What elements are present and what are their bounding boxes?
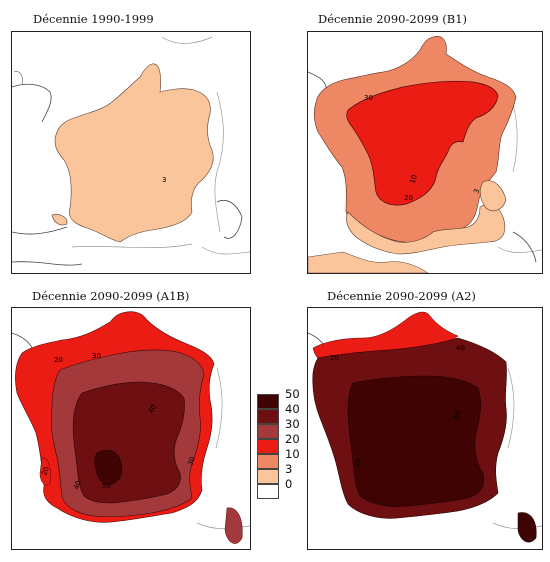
contour-label: 20	[54, 356, 63, 364]
map-frame: 30 20 10 3	[307, 31, 543, 274]
map-svg: 20 40 50 50	[308, 311, 542, 543]
contour-label: 50	[102, 482, 111, 490]
region-50-plus	[347, 375, 485, 507]
map-frame: 20 30 40 40 50 20 30	[11, 307, 251, 550]
contour-label: 40	[456, 344, 465, 352]
legend-label: 50	[285, 387, 300, 401]
contour-label: 20	[40, 466, 51, 477]
contour-label: 50	[352, 458, 363, 469]
legend-label: 3	[285, 462, 293, 476]
legend-label: 20	[285, 432, 300, 446]
contour-label: 20	[330, 354, 339, 362]
map-frame: 20 40 50 50	[307, 307, 543, 550]
region-30-40	[224, 507, 243, 544]
contour-label: 50	[452, 410, 463, 421]
region-20-30	[346, 80, 499, 206]
legend-label: 40	[285, 402, 300, 416]
contour-label: 30	[92, 352, 101, 360]
contour-label: 30	[186, 456, 197, 467]
contour-label: 10	[408, 174, 419, 185]
legend-label: 10	[285, 447, 300, 461]
legend-swatch-30-40	[257, 424, 279, 439]
map-svg: 3	[12, 36, 250, 266]
region-50-plus	[94, 450, 123, 485]
contour-label: 3	[472, 188, 481, 195]
legend-label: 30	[285, 417, 300, 431]
contour-label: 20	[404, 194, 413, 202]
legend-swatch-3-10	[257, 469, 279, 484]
legend-label: 0	[285, 477, 293, 491]
border-line	[71, 243, 250, 255]
border-line	[196, 367, 250, 529]
region-3-10	[346, 204, 506, 255]
contour-label: 40	[72, 480, 83, 491]
region-50-plus	[517, 512, 537, 543]
contour-label: 3	[162, 176, 166, 184]
region-40-50	[72, 381, 185, 504]
panel-title: Décennie 2090-2099 (A2)	[327, 289, 476, 303]
coastline	[12, 226, 83, 266]
region-3-10	[479, 180, 507, 212]
map-svg: 30 20 10 3	[308, 36, 542, 273]
map-svg: 20 30 40 40 50 20 30	[12, 311, 250, 544]
coastline	[512, 231, 537, 263]
panel-title: Décennie 2090-2099 (B1)	[318, 12, 468, 26]
legend-swatch-40-50	[257, 409, 279, 424]
panel-title: Décennie 2090-2099 (A1B)	[32, 289, 190, 303]
legend-swatch-50-plus	[257, 394, 279, 409]
region-3-10	[308, 251, 429, 273]
contour-label: 30	[364, 94, 373, 102]
coastline	[13, 71, 23, 85]
contour-label: 40	[147, 403, 158, 415]
region-20-30	[39, 457, 51, 486]
map-frame: 3	[11, 31, 251, 274]
panel-title: Décennie 1990-1999	[33, 12, 154, 26]
coastline	[308, 71, 327, 93]
legend-swatch-10-20	[257, 454, 279, 469]
legend-swatch-0-3	[257, 484, 279, 499]
coastline	[216, 200, 243, 239]
legend-swatch-20-30	[257, 439, 279, 454]
border-line	[161, 36, 224, 233]
region-3-10	[51, 214, 68, 226]
coastline	[12, 83, 52, 123]
region-3-10	[54, 63, 214, 243]
